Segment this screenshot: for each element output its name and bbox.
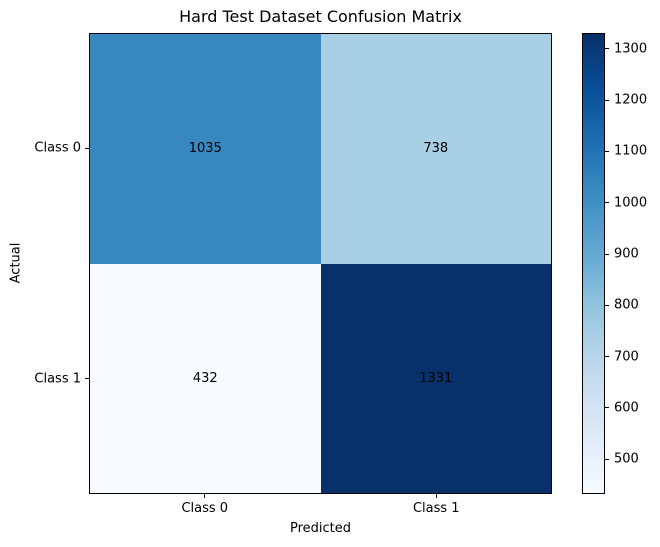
colorbar-tick-label: 800 <box>614 297 639 313</box>
colorbar-tick-mark <box>605 48 609 50</box>
y-tick-label: Class 1 <box>34 371 81 387</box>
x-axis-label: Predicted <box>289 521 352 536</box>
colorbar-tick-mark <box>605 202 609 204</box>
colorbar-tick-labels: 500 600 700 800 900 1000 1100 1200 1300 <box>605 33 660 494</box>
x-tick-label: Class 1 <box>412 501 460 516</box>
colorbar-tick-label: 900 <box>614 246 639 262</box>
colorbar-tick-mark <box>605 150 609 152</box>
y-tick-mark <box>85 378 89 380</box>
chart-title: Hard Test Dataset Confusion Matrix <box>179 7 462 26</box>
y-axis-label: Actual <box>8 242 24 284</box>
heatmap-cell-r0c1: 738 <box>320 34 551 264</box>
x-axis-ticks: Class 0 Class 1 <box>89 494 552 524</box>
colorbar-tick-label: 1100 <box>614 143 648 159</box>
colorbar-tick-mark <box>605 356 609 358</box>
cell-value: 738 <box>423 141 449 157</box>
heatmap: 1035 738 432 1331 <box>89 33 552 494</box>
colorbar-tick-label: 1200 <box>614 92 648 108</box>
colorbar-tick-mark <box>605 304 609 306</box>
colorbar-tick-label: 500 <box>614 451 639 467</box>
colorbar-tick-label: 700 <box>614 349 639 365</box>
cell-value: 432 <box>192 370 218 386</box>
heatmap-cell-r0c0: 1035 <box>90 34 321 264</box>
y-tick-mark <box>85 147 89 149</box>
colorbar-tick-label: 1000 <box>614 195 648 211</box>
x-tick-mark <box>204 494 206 498</box>
colorbar-tick-mark <box>605 407 609 409</box>
colorbar <box>582 33 605 494</box>
cell-value: 1331 <box>419 370 453 386</box>
colorbar-tick-label: 600 <box>614 400 639 416</box>
heatmap-cell-r1c1: 1331 <box>320 263 551 493</box>
colorbar-tick-mark <box>605 253 609 255</box>
y-axis-ticks: Class 0 Class 1 <box>0 33 89 494</box>
y-tick-label: Class 0 <box>34 140 81 156</box>
cell-value: 1035 <box>188 141 222 157</box>
colorbar-tick-label: 1300 <box>614 41 648 57</box>
heatmap-cell-r1c0: 432 <box>90 263 321 493</box>
colorbar-tick-mark <box>605 99 609 101</box>
x-tick-mark <box>435 494 437 498</box>
colorbar-tick-mark <box>605 458 609 460</box>
x-tick-label: Class 0 <box>181 501 229 516</box>
